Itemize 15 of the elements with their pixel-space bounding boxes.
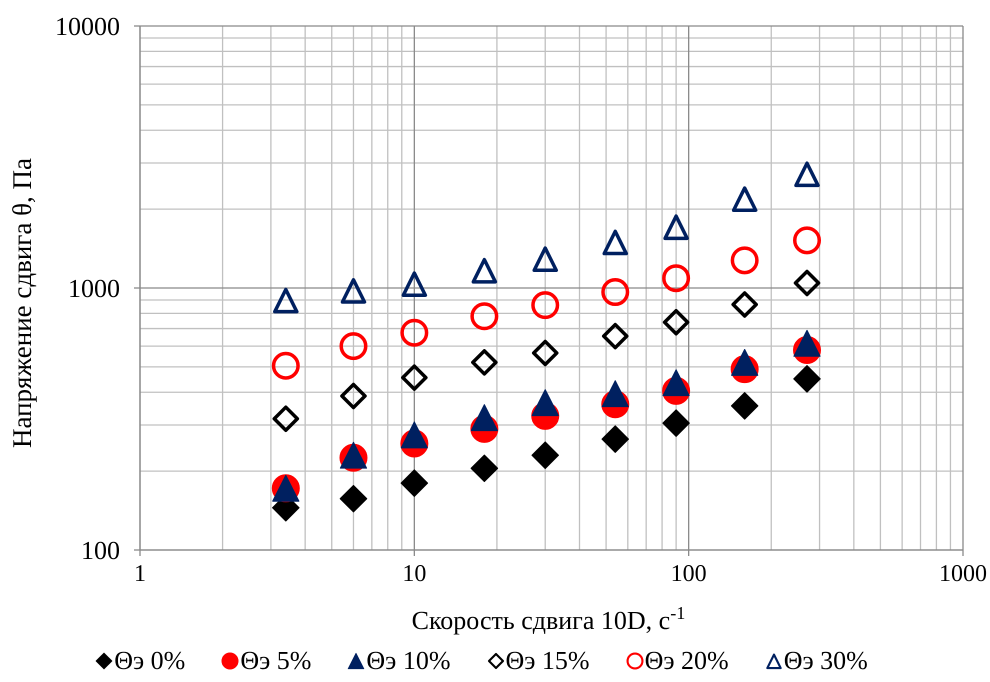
x-tick-label: 1	[134, 561, 146, 588]
legend-label: Θэ 20%	[644, 646, 729, 676]
legend-label: Θэ 0%	[114, 646, 186, 676]
y-axis-title: Напряжение сдвига θ, Па	[7, 158, 37, 448]
legend-label: Θэ 10%	[366, 646, 450, 676]
legend-label: Θэ 30%	[784, 646, 868, 676]
x-tick-label: 100	[670, 561, 707, 588]
y-tick-label: 1000	[68, 274, 120, 304]
y-tick-label: 10000	[55, 12, 120, 42]
x-axis-title: Скорость сдвига 10D, с$^{-1}$	[412, 603, 686, 635]
legend-label: Θэ 5%	[240, 646, 312, 676]
y-tick-label: 100	[81, 536, 120, 566]
x-tick-label: 1000	[939, 561, 987, 588]
legend-label: Θэ 15%	[506, 646, 590, 676]
x-tick-label: 10	[402, 561, 426, 588]
